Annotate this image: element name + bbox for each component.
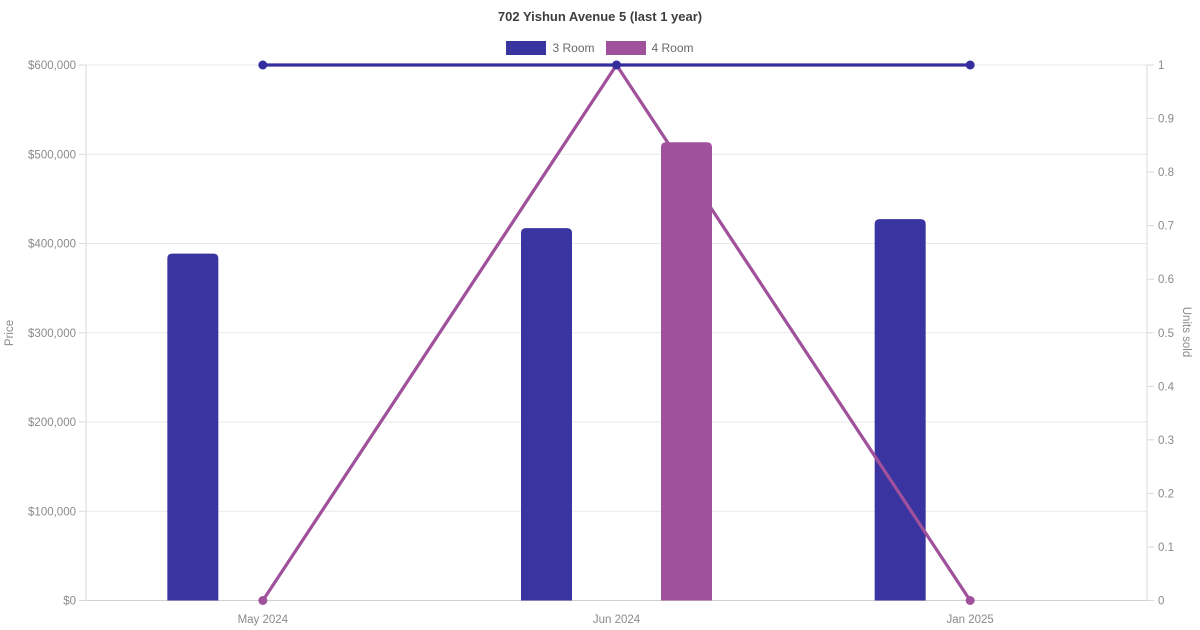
point-3-room-jun-2024 xyxy=(612,60,621,70)
y-right-tick-label: 0.8 xyxy=(1158,167,1174,179)
y-right-tick-label: 0 xyxy=(1158,596,1164,608)
y-left-tick-label: $0 xyxy=(63,596,76,608)
y-right-tick-label: 0.7 xyxy=(1158,221,1174,233)
x-tick-label-may-2024: May 2024 xyxy=(238,614,289,626)
legend: 3 Room 4 Room xyxy=(0,40,1200,56)
y-right-tick-label: 0.5 xyxy=(1158,328,1174,340)
y-left-tick-label: $300,000 xyxy=(28,328,76,340)
legend-label-4-room: 4 Room xyxy=(651,41,694,55)
point-4-room-jan-2025 xyxy=(965,596,975,605)
x-tick-label-jun-2024: Jun 2024 xyxy=(593,614,641,626)
legend-swatch-4-room xyxy=(605,41,646,55)
legend-item-3-room: 3 Room xyxy=(506,41,595,55)
point-4-room-may-2024 xyxy=(258,596,268,605)
y-right-tick-label: 0.9 xyxy=(1158,114,1174,126)
point-3-room-may-2024 xyxy=(258,60,268,70)
bar-3-room-may-2024 xyxy=(167,253,219,601)
y-right-tick-label: 0.6 xyxy=(1158,274,1174,286)
legend-label-3-room: 3 Room xyxy=(552,41,595,55)
chart-title: 702 Yishun Avenue 5 (last 1 year) xyxy=(497,9,703,24)
y-left-tick-label: $400,000 xyxy=(28,239,76,251)
y-right-tick-label: 0.3 xyxy=(1158,435,1174,447)
y-right-tick-label: 0.4 xyxy=(1158,381,1175,393)
bar-4-room-jun-2024 xyxy=(661,142,712,601)
y-right-tick-label: 1 xyxy=(1158,60,1164,72)
point-3-room-jan-2025 xyxy=(965,60,975,70)
bar-3-room-jan-2025 xyxy=(874,219,926,601)
y-left-tick-label: $500,000 xyxy=(28,149,76,161)
legend-item-4-room: 4 Room xyxy=(605,41,694,55)
y-left-tick-label: $200,000 xyxy=(28,417,76,429)
bar-3-room-jun-2024 xyxy=(521,228,572,601)
y-left-tick-label: $600,000 xyxy=(28,60,76,72)
x-tick-label-jan-2025: Jan 2025 xyxy=(947,614,994,626)
legend-swatch-3-room xyxy=(506,41,547,55)
y-right-tick-label: 0.1 xyxy=(1158,542,1174,554)
y-right-tick-label: 0.2 xyxy=(1158,488,1174,500)
y-left-tick-label: $100,000 xyxy=(28,506,76,518)
